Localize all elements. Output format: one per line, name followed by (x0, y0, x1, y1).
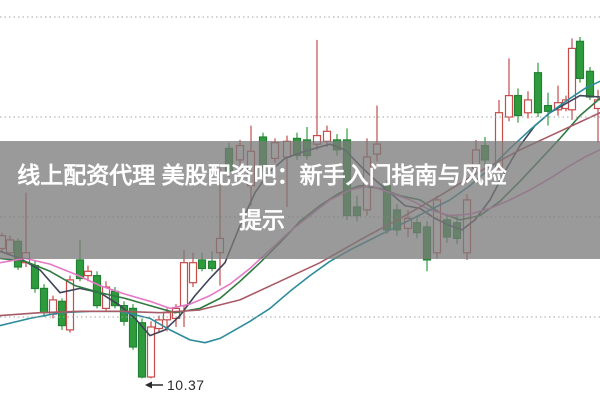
candle-up (5, 239, 15, 254)
candle-up (372, 143, 382, 155)
candle-up (188, 262, 198, 284)
candle-down (302, 139, 312, 157)
ma-magenta-line (0, 149, 600, 310)
candle-up (162, 312, 172, 321)
candle-down (128, 307, 138, 348)
candle-up (282, 140, 292, 158)
candle-down (533, 72, 543, 114)
candle-up (322, 130, 332, 142)
candle-up (215, 237, 225, 254)
candle-down (137, 322, 147, 378)
candle-up (146, 326, 156, 378)
price-low-annotation: 10.37 (167, 377, 205, 393)
candle-down (207, 260, 217, 269)
candle-up (504, 94, 514, 118)
arrow-left-icon (145, 381, 152, 389)
candle-down (480, 145, 490, 161)
candle-up (362, 156, 372, 211)
candle-down (13, 240, 23, 268)
candle-up (567, 47, 577, 111)
candle-down (39, 287, 49, 314)
price-low-value: 10.37 (167, 377, 205, 393)
candle-up (523, 99, 533, 114)
candle-down (452, 222, 462, 239)
candle-down (575, 40, 585, 79)
candle-up (270, 142, 280, 159)
ma-slow-teal-line (0, 80, 600, 344)
candle-down (224, 147, 234, 172)
candle-up (312, 135, 322, 145)
candle-down (412, 222, 422, 234)
ma-fast-slate-line (0, 94, 600, 337)
candle-down (352, 206, 362, 217)
candle-down (258, 136, 268, 168)
candle-down (75, 259, 85, 280)
candle-down (422, 226, 432, 261)
candle-down (513, 94, 523, 117)
candle-up (471, 149, 481, 170)
candle-down (543, 104, 553, 112)
candle-up (0, 235, 7, 250)
candle-up (65, 279, 75, 331)
candle-up (246, 150, 256, 187)
candle-up (179, 262, 189, 307)
candle-down (197, 259, 207, 270)
candle-up (235, 145, 245, 161)
candle-up (83, 270, 93, 277)
